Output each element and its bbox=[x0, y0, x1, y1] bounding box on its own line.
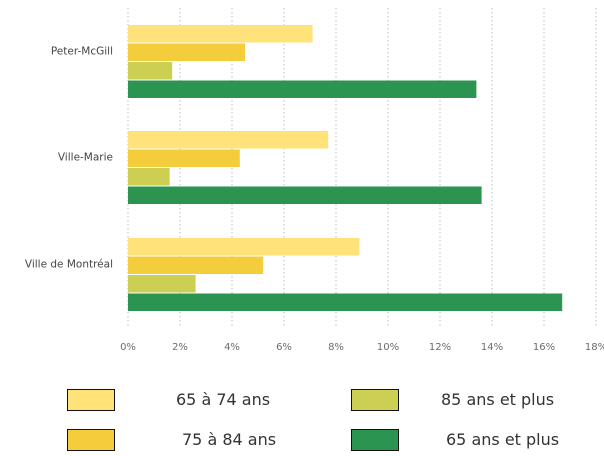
bar bbox=[128, 149, 240, 167]
legend-swatch-65-plus bbox=[351, 429, 399, 451]
bar bbox=[128, 186, 482, 204]
category-label: Ville de Montréal bbox=[25, 259, 113, 271]
bar bbox=[128, 168, 170, 186]
legend-swatch-85-plus bbox=[351, 389, 399, 411]
x-tick-label: 14% bbox=[481, 342, 503, 353]
x-tick-label: 6% bbox=[276, 342, 292, 353]
x-tick-label: 2% bbox=[172, 342, 188, 353]
bar bbox=[128, 238, 360, 256]
bar bbox=[128, 80, 477, 98]
legend-label-75-84: 75 à 84 ans bbox=[182, 430, 277, 449]
legend-label-65-74: 65 à 74 ans bbox=[176, 390, 271, 409]
x-tick-label: 0% bbox=[120, 342, 136, 353]
bar-chart: Peter-McGill Ville-Marie Ville de Montréal… bbox=[25, 8, 604, 353]
category-label: Ville-Marie bbox=[58, 152, 113, 164]
bars-layer bbox=[128, 25, 563, 311]
legend-swatch-75-84 bbox=[67, 429, 115, 451]
category-label: Peter-McGill bbox=[51, 46, 113, 58]
x-tick-label: 18% bbox=[585, 342, 604, 353]
legend-label-85-plus: 85 ans et plus bbox=[441, 390, 555, 409]
x-tick-labels: 0% 2% 4% 6% 8% 10% 12% 14% 16% 18% bbox=[120, 342, 604, 353]
x-tick-label: 10% bbox=[377, 342, 399, 353]
bar bbox=[128, 293, 563, 311]
bar bbox=[128, 43, 245, 61]
bar bbox=[128, 25, 313, 43]
bar bbox=[128, 275, 196, 293]
bar bbox=[128, 256, 264, 274]
bar bbox=[128, 62, 173, 80]
x-tick-label: 16% bbox=[533, 342, 555, 353]
x-tick-label: 4% bbox=[224, 342, 240, 353]
x-tick-label: 8% bbox=[328, 342, 344, 353]
legend-label-65-plus: 65 ans et plus bbox=[446, 430, 560, 449]
bar bbox=[128, 131, 329, 149]
x-tick-label: 12% bbox=[429, 342, 451, 353]
category-labels: Peter-McGill Ville-Marie Ville de Montréal bbox=[25, 46, 113, 271]
legend-swatch-65-74 bbox=[67, 389, 115, 411]
